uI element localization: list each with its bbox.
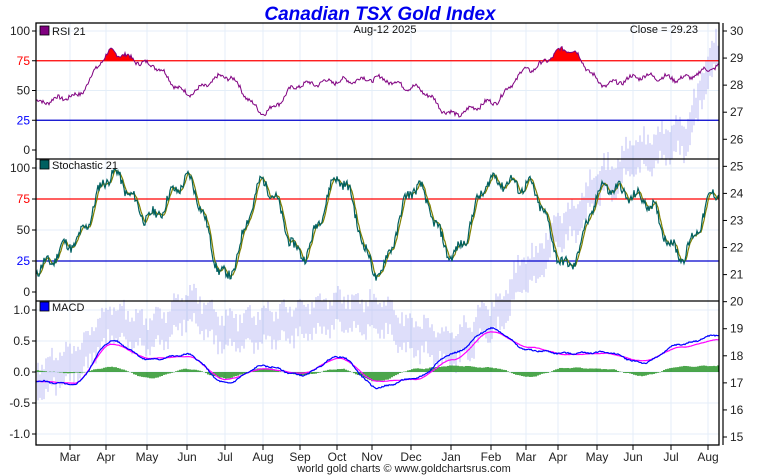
rsi-tick-label: 50 bbox=[17, 84, 31, 98]
x-tick-label: Feb bbox=[481, 450, 502, 464]
x-tick-label: Jul bbox=[217, 450, 232, 464]
rsi-legend-swatch bbox=[39, 25, 50, 36]
stoch-tick-label: 50 bbox=[17, 223, 31, 237]
chart-title: Canadian TSX Gold Index bbox=[264, 4, 497, 25]
price-tick-label: 16 bbox=[730, 403, 744, 417]
price-tick-label: 27 bbox=[730, 105, 744, 119]
price-tick-label: 23 bbox=[730, 213, 744, 227]
rsi-tick-label: 75 bbox=[17, 54, 31, 68]
macd-tick-label: 0.0 bbox=[13, 365, 30, 379]
macd-tick-label: -1.0 bbox=[9, 427, 30, 441]
macd-legend-label: MACD bbox=[52, 302, 84, 314]
x-tick-label: May bbox=[136, 450, 159, 464]
price-tick-label: 17 bbox=[730, 376, 744, 390]
x-tick-label: Nov bbox=[361, 450, 382, 464]
price-tick-label: 29 bbox=[730, 51, 744, 65]
rsi-line bbox=[35, 45, 720, 118]
x-tick-label: Jul bbox=[663, 450, 678, 464]
price-tick-label: 19 bbox=[730, 322, 744, 336]
price-tick-label: 28 bbox=[730, 78, 744, 92]
stochastic-legend-label: Stochastic 21 bbox=[52, 160, 118, 172]
macd-tick-label: 1.0 bbox=[13, 303, 30, 317]
macd-panel bbox=[35, 326, 720, 390]
price-tick-label: 30 bbox=[730, 24, 744, 38]
rsi-overbought-fill bbox=[104, 46, 582, 61]
axes: 0 25 50 75 100 0 25 50 75 100 -1.0 -0.5 0.0 0.5 1.0 15 1… bbox=[9, 23, 744, 464]
macd-line bbox=[35, 326, 719, 390]
footer-credit: world gold charts © www.goldchartsrus.co… bbox=[296, 463, 511, 475]
stoch-tick-label: 25 bbox=[17, 254, 31, 268]
macd-tick-label: 0.5 bbox=[13, 334, 30, 348]
x-tick-label: Apr bbox=[97, 450, 116, 464]
x-tick-label: Dec bbox=[400, 450, 421, 464]
rsi-tick-label: 25 bbox=[17, 113, 31, 127]
x-tick-label: Sep bbox=[289, 450, 311, 464]
stochastic-panel bbox=[35, 168, 720, 281]
price-tick-label: 15 bbox=[730, 430, 744, 444]
x-tick-label: Apr bbox=[549, 450, 568, 464]
stochastic-legend-swatch bbox=[39, 159, 50, 170]
stoch-fast-line bbox=[35, 168, 720, 281]
close-label: Close = 29.23 bbox=[630, 24, 698, 36]
stoch-tick-label: 0 bbox=[23, 285, 30, 299]
price-tick-label: 24 bbox=[730, 186, 744, 200]
price-tick-label: 26 bbox=[730, 132, 744, 146]
plot-frame bbox=[35, 22, 720, 446]
x-tick-label: Aug bbox=[252, 450, 273, 464]
x-tick-label: Mar bbox=[516, 450, 537, 464]
price-tick-label: 18 bbox=[730, 349, 744, 363]
price-tick-label: 22 bbox=[730, 241, 744, 255]
macd-tick-label: -0.5 bbox=[9, 396, 30, 410]
rsi-legend-label: RSI 21 bbox=[52, 26, 86, 38]
x-tick-label: Jun bbox=[177, 450, 196, 464]
macd-legend-swatch bbox=[39, 301, 50, 312]
price-tick-label: 25 bbox=[730, 159, 744, 173]
stoch-tick-label: 100 bbox=[10, 161, 30, 175]
rsi-tick-label: 0 bbox=[23, 143, 30, 157]
stoch-tick-label: 75 bbox=[17, 192, 31, 206]
x-tick-label: Aug bbox=[697, 450, 718, 464]
x-tick-label: Mar bbox=[60, 450, 81, 464]
price-bars bbox=[35, 28, 719, 401]
date-label: Aug-12 2025 bbox=[354, 24, 417, 36]
price-tick-label: 20 bbox=[730, 295, 744, 309]
price-tick-label: 21 bbox=[730, 268, 744, 282]
rsi-tick-label: 100 bbox=[10, 24, 30, 38]
x-tick-label: Jan bbox=[441, 450, 460, 464]
x-tick-label: Oct bbox=[328, 450, 347, 464]
x-tick-label: May bbox=[586, 450, 609, 464]
rsi-panel bbox=[35, 45, 720, 121]
panel-frames bbox=[35, 22, 720, 446]
x-tick-label: Jun bbox=[623, 450, 642, 464]
